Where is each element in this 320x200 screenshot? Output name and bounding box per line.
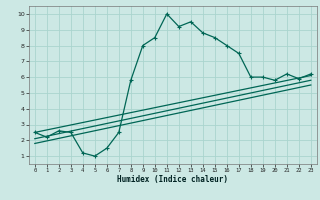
X-axis label: Humidex (Indice chaleur): Humidex (Indice chaleur) bbox=[117, 175, 228, 184]
